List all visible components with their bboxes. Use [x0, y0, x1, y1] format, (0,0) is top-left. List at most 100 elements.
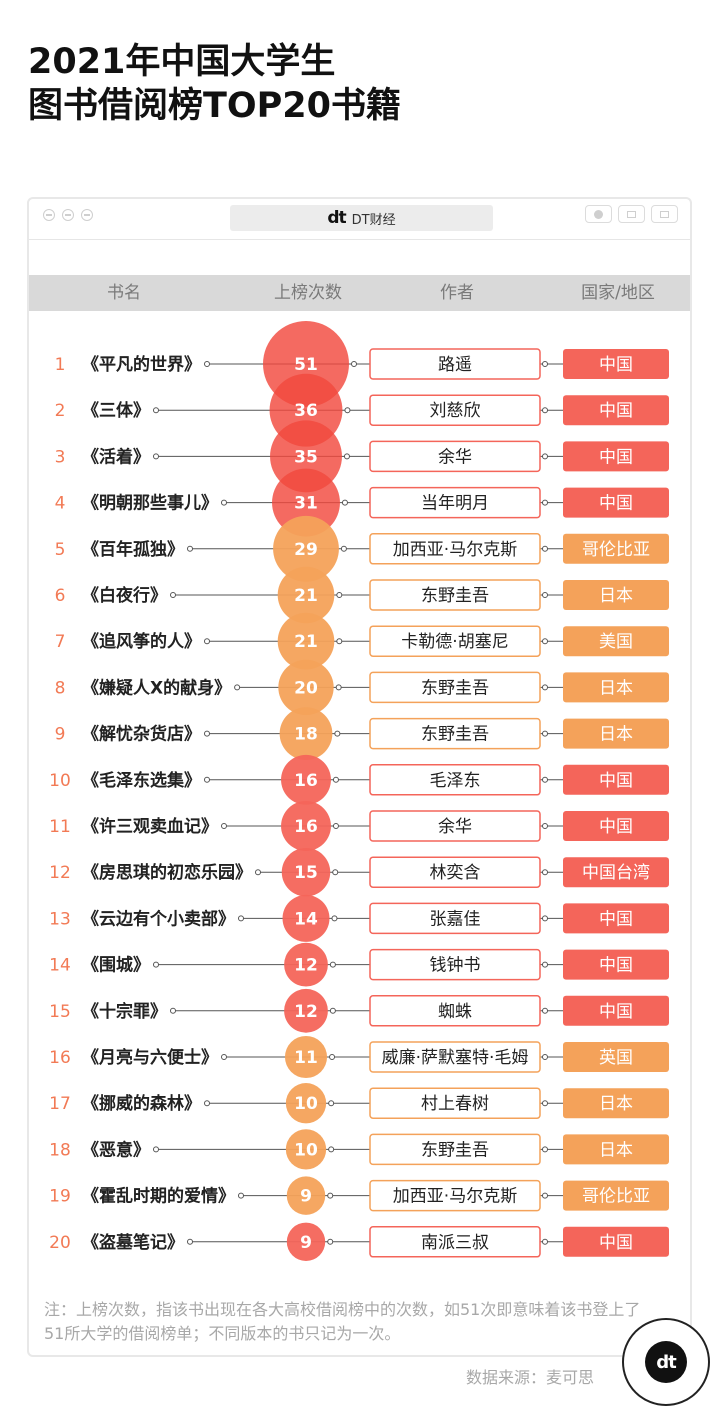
- connector-dot: [542, 1007, 548, 1014]
- rank-label: 6: [55, 586, 66, 606]
- count-bubble: [277, 612, 335, 670]
- record-icon[interactable]: [585, 205, 612, 223]
- connector-dot: [542, 684, 548, 691]
- book-title: 《平凡的世界》: [82, 354, 201, 375]
- country-box: [563, 1226, 669, 1257]
- author-label: 张嘉佳: [430, 909, 481, 929]
- count-label: 16: [294, 817, 318, 837]
- connector-dot: [255, 869, 261, 876]
- country-box: [563, 903, 669, 934]
- country-label: 中国: [599, 1233, 633, 1253]
- country-box: [563, 580, 669, 610]
- connector-dot: [204, 361, 210, 367]
- rank-label: 10: [49, 771, 71, 791]
- window-controls: [43, 209, 93, 221]
- connector-dot: [204, 776, 210, 783]
- connector-dot: [327, 1238, 334, 1245]
- connector-dot: [153, 453, 159, 460]
- share-icon[interactable]: [618, 205, 645, 223]
- label-layer: 1 《平凡的世界》 51 路遥 中国2 《三体》 36 刘慈欣 中国3 《活着》 35 余华 中国4 《明…: [49, 348, 669, 1258]
- country-box: [563, 1134, 669, 1165]
- author-label: 村上春树: [421, 1094, 489, 1114]
- maximize-icon[interactable]: [81, 209, 93, 221]
- connector-dot: [351, 361, 357, 367]
- country-box: [563, 995, 669, 1026]
- rank-label: 9: [55, 725, 66, 745]
- country-box: [563, 441, 669, 472]
- connector-dot: [329, 1054, 336, 1060]
- country-box: [563, 395, 669, 426]
- connector-dot: [332, 823, 339, 829]
- count-bubble: [285, 1083, 327, 1124]
- country-label: 中国: [599, 401, 633, 421]
- country-label: 中国: [599, 909, 633, 929]
- close-icon[interactable]: [43, 209, 55, 221]
- connector-dot: [336, 638, 343, 645]
- country-label: 日本: [599, 586, 633, 606]
- book-title: 《盗墓笔记》: [82, 1232, 184, 1253]
- title-line-2: 图书借阅榜TOP20书籍: [28, 86, 401, 126]
- connector-dot: [542, 1054, 548, 1060]
- author-label: 威廉·萨默塞特·毛姆: [382, 1048, 529, 1068]
- connector-dot: [329, 961, 336, 968]
- count-label: 9: [300, 1187, 312, 1207]
- author-label: 当年明月: [421, 494, 489, 514]
- author-box: [369, 1226, 541, 1258]
- rank-label: 16: [49, 1048, 71, 1068]
- connector-dot: [204, 638, 210, 645]
- count-label: 14: [294, 909, 318, 929]
- title-line-1: 2021年中国大学生: [28, 42, 336, 82]
- author-box: [369, 1087, 541, 1119]
- connector-dot: [328, 1100, 335, 1107]
- count-label: 35: [294, 447, 318, 467]
- book-title: 《追风筝的人》: [82, 631, 201, 652]
- author-label: 钱钟书: [430, 956, 481, 976]
- rank-label: 12: [49, 863, 71, 883]
- book-title: 《活着》: [82, 446, 150, 467]
- count-bubble: [281, 847, 331, 897]
- connector-dot: [542, 499, 548, 506]
- minimize-icon[interactable]: [62, 209, 74, 221]
- country-box: [563, 857, 669, 888]
- author-box: [369, 810, 541, 842]
- connector-dot: [329, 1007, 336, 1014]
- country-label: 中国: [599, 355, 633, 375]
- rank-label: 1: [55, 355, 66, 375]
- connector-dot: [153, 407, 159, 414]
- country-label: 日本: [599, 678, 633, 698]
- country-box: [563, 764, 669, 795]
- count-bubble: [279, 707, 333, 760]
- count-bubble: [284, 942, 328, 987]
- ranking-chart: 1 《平凡的世界》 51 路遥 中国2 《三体》 36 刘慈欣 中国3 《活着》 35 余华 中国4 《明…: [49, 321, 669, 1262]
- window-icon[interactable]: [651, 205, 678, 223]
- rank-label: 3: [55, 447, 66, 467]
- count-bubble: [282, 894, 330, 942]
- author-box: [369, 579, 541, 611]
- count-label: 11: [294, 1048, 318, 1068]
- page-title: 2021年中国大学生 图书借阅榜TOP20书籍: [28, 40, 401, 128]
- count-bubble: [284, 988, 328, 1033]
- book-title: 《百年孤独》: [82, 539, 184, 560]
- title-divider: [29, 239, 690, 240]
- footnote: 注：上榜次数，指该书出现在各大高校借阅榜中的次数，如51次即意味着该书登上了51…: [44, 1300, 641, 1343]
- book-title: 《白夜行》: [82, 585, 167, 606]
- author-label: 路遥: [438, 355, 472, 375]
- connector-dot: [542, 638, 548, 645]
- connector-dot: [204, 730, 210, 737]
- author-box: [369, 1133, 541, 1166]
- connector-layer: [153, 361, 563, 1245]
- rank-label: 14: [49, 956, 71, 976]
- connector-dot: [343, 453, 350, 460]
- author-label: 蜘蛛: [438, 1002, 472, 1022]
- author-label: 加西亚·马尔克斯: [393, 540, 517, 560]
- count-bubble: [272, 468, 340, 537]
- count-label: 36: [294, 401, 318, 421]
- count-label: 16: [294, 771, 318, 791]
- bubble-layer: [263, 321, 349, 1262]
- author-box: [369, 856, 541, 888]
- count-label: 15: [294, 863, 318, 883]
- country-label: 日本: [599, 725, 633, 745]
- country-box: [563, 1088, 669, 1119]
- country-label: 中国: [599, 956, 633, 976]
- country-label: 英国: [599, 1048, 633, 1068]
